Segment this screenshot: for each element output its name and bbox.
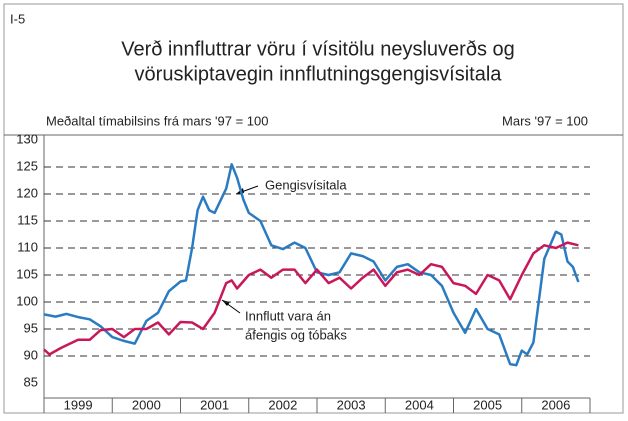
left-note: Meðaltal tímabilsins frá mars '97 = 100 xyxy=(46,113,269,128)
frame xyxy=(3,3,624,414)
y-tick-label: 115 xyxy=(17,212,38,227)
chart-title: Verð innfluttrar vöru í vísitölu neysluv… xyxy=(121,38,515,60)
panel-label: I-5 xyxy=(10,11,25,26)
y-tick-label: 120 xyxy=(16,185,38,200)
x-tick-label: 2003 xyxy=(337,397,366,412)
annotation: Innflutt vara án xyxy=(245,308,331,323)
x-tick-label: 2002 xyxy=(268,397,297,412)
chart-title: vöruskiptavegin innflutningsgengisvísita… xyxy=(135,63,503,85)
y-tick-label: 85 xyxy=(24,374,38,389)
x-tick-label: 1999 xyxy=(64,397,93,412)
y-tick-label: 110 xyxy=(17,239,38,254)
x-tick-label: 2004 xyxy=(405,397,434,412)
x-tick-label: 2001 xyxy=(200,397,229,412)
series-line xyxy=(43,163,580,367)
y-tick-label: 95 xyxy=(24,320,38,335)
x-tick-label: 2000 xyxy=(132,397,161,412)
series-line xyxy=(43,241,579,356)
x-tick-label: 2005 xyxy=(473,397,502,412)
y-tick-label: 105 xyxy=(16,266,38,281)
right-note: Mars '97 = 100 xyxy=(502,113,588,128)
annotation: Gengisvísitala xyxy=(265,177,347,192)
y-tick-label: 130 xyxy=(16,131,38,146)
annotation: áfengis og tóbaks xyxy=(245,327,347,342)
y-tick-label: 90 xyxy=(24,347,38,362)
y-tick-label: 100 xyxy=(16,293,38,308)
x-tick-label: 2006 xyxy=(541,397,570,412)
y-tick-label: 125 xyxy=(16,158,38,173)
